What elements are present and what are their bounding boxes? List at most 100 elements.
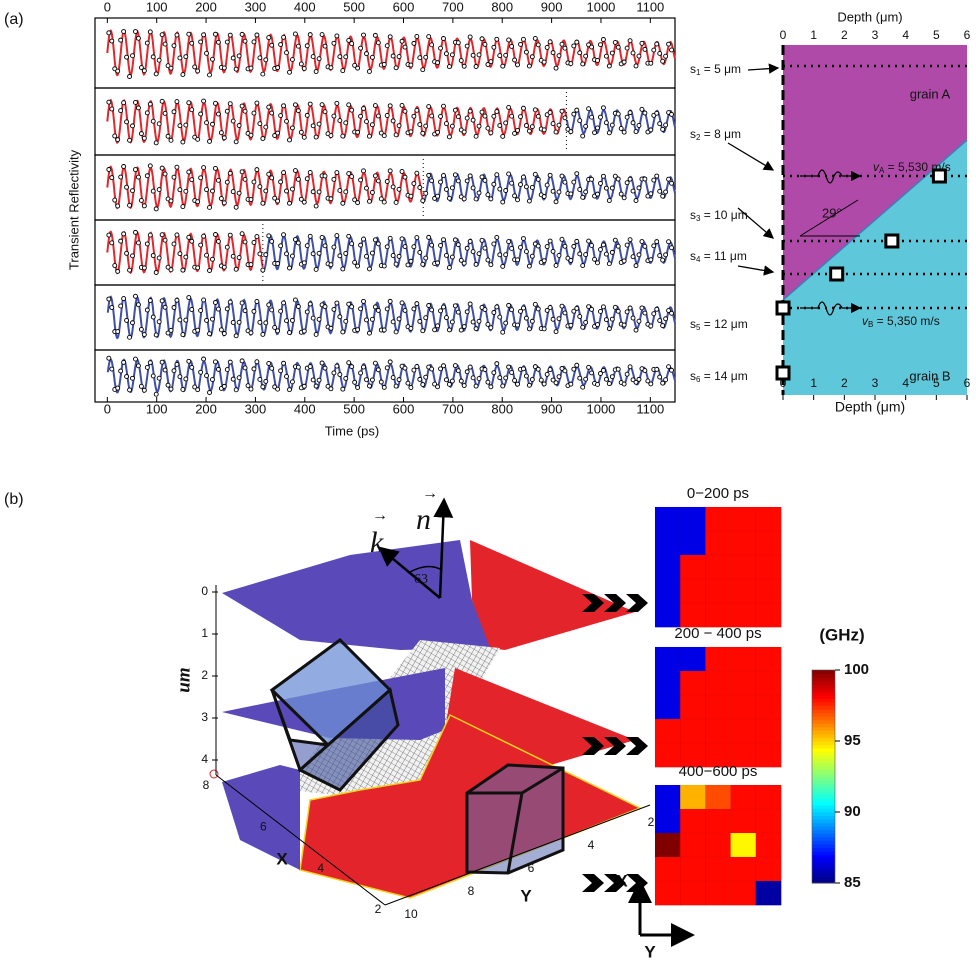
heatmap-cell: [679, 554, 706, 580]
colorbar-slice: [812, 797, 835, 802]
data-point: [600, 173, 606, 179]
data-point: [449, 319, 455, 325]
colorbar-slice: [812, 712, 835, 717]
data-point: [227, 170, 233, 176]
data-point: [367, 383, 372, 389]
data-point: [651, 47, 657, 53]
data-point: [375, 307, 381, 313]
data-point: [364, 377, 369, 383]
data-point: [441, 304, 446, 310]
data-point: [521, 105, 526, 111]
data-point: [384, 179, 390, 184]
data-point: [245, 383, 251, 389]
data-point: [458, 58, 464, 63]
data-point: [127, 137, 133, 143]
data-point: [523, 49, 529, 55]
x-tick-label: 1100: [636, 0, 664, 14]
data-point: [153, 140, 159, 146]
data-point: [606, 381, 612, 387]
heatmap-cell: [679, 880, 706, 906]
data-point: [198, 308, 204, 313]
data-point: [124, 250, 130, 256]
data-point: [254, 32, 260, 38]
data-point: [384, 306, 390, 312]
data-point: [523, 373, 529, 379]
data-point: [156, 375, 162, 381]
data-point: [515, 257, 520, 263]
data-point: [535, 42, 541, 48]
data-point: [399, 102, 405, 108]
data-point: [106, 355, 112, 361]
data-point: [121, 359, 127, 365]
data-point: [630, 120, 636, 126]
data-point: [485, 125, 491, 131]
data-point: [355, 200, 361, 206]
x-tick-label: 800: [491, 401, 513, 416]
data-point: [124, 119, 130, 125]
data-point: [544, 307, 550, 313]
data-point: [106, 30, 112, 36]
data-point: [210, 316, 215, 322]
data-point: [470, 319, 476, 325]
data-point: [621, 322, 627, 328]
data-point: [639, 106, 645, 112]
data-point: [150, 118, 156, 124]
data-point: [168, 267, 174, 273]
x-tick-label: 4: [317, 861, 324, 875]
data-point: [444, 121, 449, 127]
x-tick-label: 700: [442, 0, 464, 14]
data-point: [663, 377, 669, 383]
data-point: [316, 250, 322, 256]
data-point: [239, 300, 245, 306]
chevron: [626, 874, 648, 892]
data-point: [449, 185, 455, 191]
data-point: [109, 305, 115, 310]
data-point: [340, 329, 346, 335]
red-plane: [470, 540, 635, 650]
z-tick-label: 0: [201, 584, 208, 598]
colorbar-slice: [812, 755, 835, 760]
x-tick-label: 100: [146, 0, 168, 14]
data-point: [438, 366, 443, 372]
data-point: [414, 301, 420, 307]
data-point: [438, 113, 443, 119]
data-point: [663, 316, 669, 322]
data-point: [375, 40, 381, 46]
data-point: [144, 173, 150, 179]
data-point: [598, 42, 603, 48]
data-point: [147, 101, 153, 107]
data-point: [138, 197, 144, 203]
data-point: [580, 61, 586, 67]
data-point: [361, 364, 366, 370]
heatmap-cell: [730, 554, 757, 580]
fit-curve: [106, 165, 425, 210]
data-point: [349, 364, 355, 370]
data-point: [186, 295, 192, 300]
data-point: [441, 36, 446, 41]
colorbar-slice: [812, 790, 835, 795]
heatmap-cell: [654, 832, 681, 858]
data-point: [207, 390, 212, 395]
data-point: [612, 173, 618, 179]
data-point: [115, 329, 121, 335]
data-point: [509, 370, 515, 375]
data-point: [606, 261, 612, 267]
data-point: [577, 314, 583, 319]
x-tick-label: 6: [964, 28, 971, 42]
data-point: [615, 176, 621, 182]
data-point: [535, 176, 541, 182]
data-point: [236, 190, 242, 196]
data-point: [589, 242, 595, 248]
data-point: [423, 123, 429, 129]
heatmap-cell: [755, 832, 782, 858]
data-point: [518, 41, 523, 47]
data-point: [168, 327, 174, 333]
data-point: [281, 360, 287, 366]
data-point: [544, 45, 550, 50]
data-point: [654, 110, 660, 116]
data-point: [595, 260, 600, 266]
y-tick-label: 10: [404, 907, 418, 921]
data-point: [186, 100, 192, 106]
data-point: [515, 127, 520, 133]
data-point: [346, 37, 352, 43]
